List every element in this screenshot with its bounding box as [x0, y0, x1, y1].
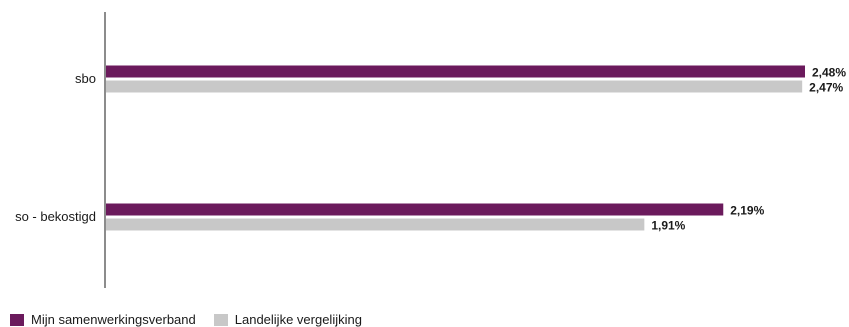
- value-labels: 2,48%2,47% 2,19% 1,91%: [651, 66, 846, 233]
- data-label: 2,19%: [730, 204, 764, 218]
- legend-label-series-1: Mijn samenwerkingsverband: [31, 312, 196, 327]
- category-label: sbo: [75, 71, 96, 86]
- legend-label-series-2: Landelijke vergelijking: [234, 312, 362, 327]
- bar: [106, 218, 645, 231]
- legend-item-series-1: Mijn samenwerkingsverband: [10, 312, 196, 327]
- legend-swatch-series-1: [10, 313, 24, 326]
- category-labels: sbo so - bekostigd: [15, 71, 96, 224]
- bars: [106, 65, 805, 231]
- data-label: 1,91%: [651, 219, 685, 233]
- category-label: so - bekostigd: [15, 209, 96, 224]
- data-label: 2,47%: [809, 81, 843, 95]
- legend: Mijn samenwerkingsverband Landelijke ver…: [10, 312, 380, 327]
- legend-item-series-2: Landelijke vergelijking: [213, 312, 362, 327]
- bar: [106, 203, 724, 216]
- bar: [106, 65, 805, 78]
- bar-chart: sbo so - bekostigd 2,48%2,47% 2,19% 1,91%: [15, 12, 846, 288]
- bar: [106, 80, 803, 93]
- legend-swatch-series-2: [213, 313, 228, 326]
- data-label: 2,48%: [812, 66, 846, 80]
